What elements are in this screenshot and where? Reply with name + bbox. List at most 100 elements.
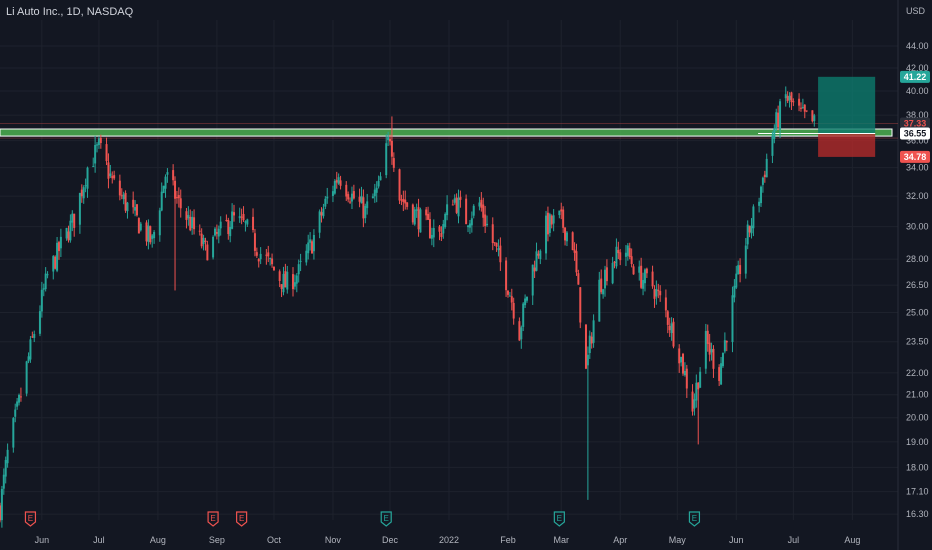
price-axis[interactable]: USD 16.30 17.10 18.00 19.00 20.00 21.00 22.00 2… (906, 6, 929, 519)
candle-body (562, 209, 565, 228)
candle-body (358, 196, 361, 202)
x-tick-label: Jun (35, 535, 50, 545)
candle-body (160, 191, 163, 211)
candle (664, 289, 667, 318)
candle (86, 166, 89, 198)
candle-body (291, 274, 294, 290)
candle-body (739, 265, 742, 274)
candle-body (672, 321, 675, 347)
candle (12, 416, 15, 453)
candle (598, 271, 601, 322)
candle (16, 398, 19, 410)
candle-body (512, 302, 515, 319)
candle-body (697, 382, 700, 390)
candle (575, 243, 578, 276)
candle-body (653, 289, 656, 299)
candle-body (630, 256, 633, 265)
candle (725, 340, 728, 352)
candle (122, 191, 125, 205)
candle-body (531, 264, 534, 296)
candle (132, 191, 135, 214)
candle (451, 199, 454, 206)
candle-body (640, 265, 643, 288)
candle (99, 134, 102, 149)
candle (80, 184, 83, 203)
candle (735, 265, 738, 290)
candle (160, 182, 163, 212)
candle (360, 186, 363, 204)
candle (177, 187, 180, 208)
candle-body (602, 289, 605, 295)
candle-body (252, 216, 255, 230)
candle (42, 283, 45, 297)
earnings-marker: E (380, 511, 392, 527)
candle-body (6, 449, 9, 464)
candle-body (798, 98, 801, 106)
candle (518, 317, 521, 341)
candle-body (604, 269, 607, 289)
candle-body (185, 211, 188, 220)
candle (531, 264, 534, 305)
candle (508, 291, 511, 297)
candle-body (25, 361, 28, 394)
x-tick-label: Jul (788, 535, 800, 545)
price-tag-bg (900, 70, 930, 83)
candle-body (52, 256, 55, 272)
candle (0, 485, 3, 528)
candle (533, 260, 536, 279)
candle (257, 258, 260, 268)
candle (217, 225, 220, 244)
candle-body (526, 296, 529, 301)
candle-body (430, 235, 433, 239)
candle (758, 197, 761, 213)
candle-body (124, 192, 127, 211)
candle (73, 213, 76, 237)
candle (619, 249, 622, 266)
candle (172, 164, 175, 186)
y-tick-label: 22.00 (906, 368, 929, 378)
x-tick-label: Apr (613, 535, 627, 545)
x-tick-label: Feb (500, 535, 516, 545)
y-tick-label: 30.00 (906, 222, 929, 232)
candle-body (269, 258, 272, 260)
candle-body (80, 189, 83, 197)
candle-body (347, 194, 350, 200)
candle-body (162, 185, 165, 194)
candle-body (708, 342, 711, 355)
candle (358, 188, 361, 208)
candle-body (564, 227, 567, 241)
candle-body (455, 197, 458, 213)
candle-body (670, 323, 673, 334)
price-tag-text: 34.78 (904, 152, 927, 162)
candle (427, 206, 430, 220)
candle (295, 273, 298, 293)
candle-body (497, 248, 500, 251)
candle (784, 86, 787, 107)
earnings-marker: E (688, 511, 701, 527)
candle (225, 214, 228, 222)
candle (149, 225, 152, 245)
x-tick-label: Oct (267, 535, 282, 545)
candle (282, 266, 285, 296)
candle (653, 285, 656, 308)
candle (204, 237, 207, 251)
candle (71, 210, 74, 232)
candle (82, 185, 85, 204)
candle (362, 189, 365, 228)
candle (347, 191, 350, 203)
candle-body (193, 217, 196, 230)
candle (813, 113, 816, 127)
candle (438, 224, 441, 241)
candle (29, 336, 32, 363)
candle (602, 288, 605, 299)
candle (642, 272, 645, 296)
candle-body (240, 216, 243, 218)
candle-body (297, 264, 300, 275)
candle (497, 239, 500, 257)
y-tick-label: 18.00 (906, 462, 929, 472)
time-axis[interactable]: Jun Jul Aug Sep Oct Nov Dec 2022 Feb Mar Apr May Jun… (35, 535, 861, 545)
candle-body (813, 115, 816, 122)
candle (482, 197, 485, 227)
candle (293, 274, 296, 290)
